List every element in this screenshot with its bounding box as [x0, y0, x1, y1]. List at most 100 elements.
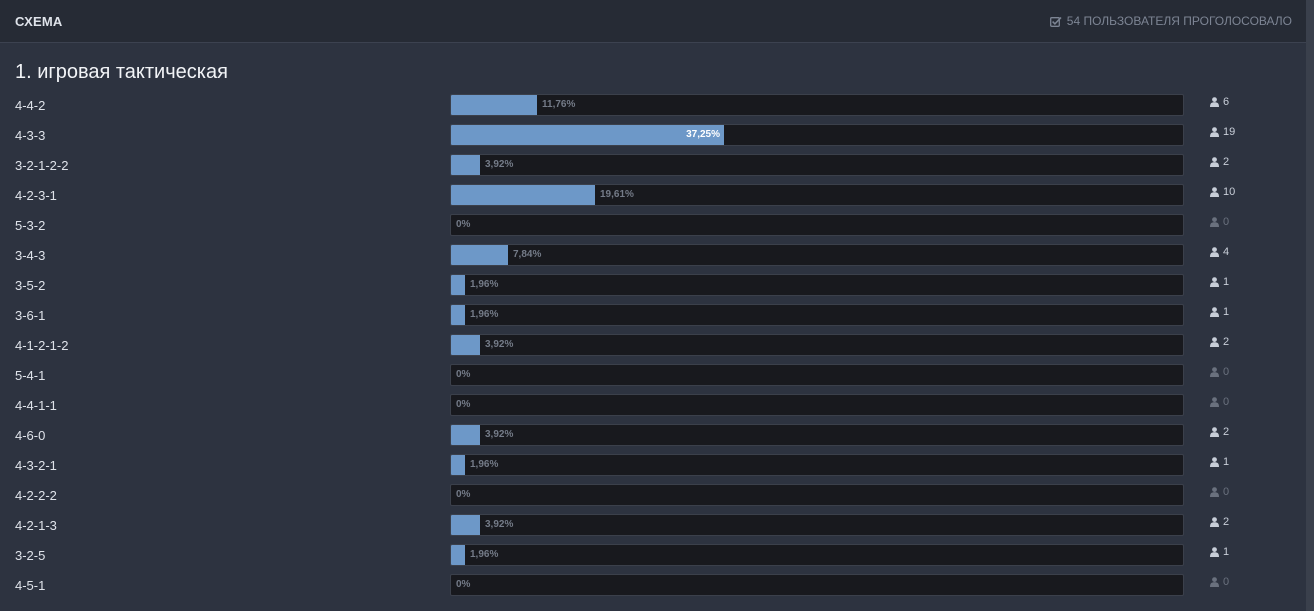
vote-count: 0	[1210, 396, 1229, 408]
result-bar-fill	[451, 155, 480, 175]
poll-option-row: 3-2-5 1,96% 1	[0, 541, 1306, 571]
result-bar: 3,92%	[450, 154, 1184, 176]
result-bar-fill	[451, 425, 480, 445]
percent-label: 19,61%	[600, 189, 634, 200]
percent-label: 0%	[456, 399, 471, 410]
percent-label: 1,96%	[470, 309, 499, 320]
result-bar: 0%	[450, 574, 1184, 596]
user-icon	[1210, 337, 1219, 347]
percent-label: 0%	[456, 489, 471, 500]
vote-count-number: 1	[1223, 456, 1230, 468]
option-label: 4-5-1	[15, 578, 46, 593]
option-label: 3-2-5	[15, 548, 46, 563]
user-icon	[1210, 187, 1219, 197]
poll-option-row: 3-5-2 1,96% 1	[0, 271, 1306, 301]
vote-count-number: 19	[1223, 126, 1236, 138]
vote-count: 0	[1210, 486, 1229, 498]
result-bar-fill	[451, 335, 480, 355]
vote-count-number: 0	[1223, 366, 1230, 378]
vote-count-number: 6	[1223, 96, 1230, 108]
user-icon	[1210, 517, 1219, 527]
result-bar-fill	[451, 245, 508, 265]
vote-count-number: 2	[1223, 426, 1230, 438]
option-label: 4-2-2-2	[15, 488, 57, 503]
voters-count: 54 ПОЛЬЗОВАТЕЛЯ ПРОГОЛОСОВАЛО	[1049, 14, 1292, 28]
percent-label: 3,92%	[485, 519, 514, 530]
poll-option-row: 5-3-2 0% 0	[0, 211, 1306, 241]
user-icon	[1210, 307, 1219, 317]
vote-count: 0	[1210, 576, 1229, 588]
result-bar-fill	[451, 305, 465, 325]
poll-option-row: 3-2-1-2-2 3,92% 2	[0, 151, 1306, 181]
vote-count: 19	[1210, 126, 1235, 138]
vote-count: 1	[1210, 276, 1229, 288]
option-label: 4-1-2-1-2	[15, 338, 69, 353]
user-icon	[1210, 247, 1219, 257]
result-bar: 19,61%	[450, 184, 1184, 206]
vote-count: 2	[1210, 426, 1229, 438]
poll-option-row: 4-4-1-1 0% 0	[0, 391, 1306, 421]
vote-count: 1	[1210, 456, 1229, 468]
option-label: 4-2-3-1	[15, 188, 57, 203]
user-icon	[1210, 457, 1219, 467]
percent-label: 3,92%	[485, 429, 514, 440]
result-bar: 1,96%	[450, 304, 1184, 326]
option-label: 4-3-2-1	[15, 458, 57, 473]
poll-option-row: 4-6-0 3,92% 2	[0, 421, 1306, 451]
vote-count-number: 1	[1223, 546, 1230, 558]
vote-count: 6	[1210, 96, 1229, 108]
result-bar-fill	[451, 95, 537, 115]
percent-label: 37,25%	[686, 129, 720, 140]
percent-label: 7,84%	[513, 249, 542, 260]
vote-count: 2	[1210, 516, 1229, 528]
scrollbar[interactable]	[1306, 0, 1314, 611]
vote-count: 2	[1210, 336, 1229, 348]
user-icon	[1210, 127, 1219, 137]
result-bar: 1,96%	[450, 454, 1184, 476]
vote-count-number: 2	[1223, 336, 1230, 348]
percent-label: 11,76%	[542, 99, 576, 110]
user-icon	[1210, 217, 1219, 227]
user-icon	[1210, 577, 1219, 587]
option-label: 4-4-2	[15, 98, 46, 113]
vote-count-number: 0	[1223, 576, 1230, 588]
poll-option-row: 5-4-1 0% 0	[0, 361, 1306, 391]
user-icon	[1210, 487, 1219, 497]
poll-option-row: 4-5-1 0% 0	[0, 571, 1306, 601]
poll-options: 4-4-2 11,76% 6 4-3-3 37,25% 19 3-2-1-2-2 3,92% 2…	[0, 91, 1306, 601]
vote-count-number: 4	[1223, 246, 1230, 258]
result-bar-fill	[451, 455, 465, 475]
percent-label: 3,92%	[485, 339, 514, 350]
vote-count-number: 1	[1223, 306, 1230, 318]
percent-label: 0%	[456, 369, 471, 380]
result-bar: 0%	[450, 364, 1184, 386]
vote-count: 0	[1210, 366, 1229, 378]
user-icon	[1210, 427, 1219, 437]
voters-count-text: 54 ПОЛЬЗОВАТЕЛЯ ПРОГОЛОСОВАЛО	[1066, 14, 1292, 28]
user-icon	[1210, 97, 1219, 107]
poll-option-row: 3-4-3 7,84% 4	[0, 241, 1306, 271]
option-label: 3-4-3	[15, 248, 46, 263]
user-icon	[1210, 367, 1219, 377]
vote-count-number: 1	[1223, 276, 1230, 288]
result-bar-fill	[451, 275, 465, 295]
poll-option-row: 3-6-1 1,96% 1	[0, 301, 1306, 331]
result-bar-fill	[451, 125, 724, 145]
user-icon	[1210, 157, 1219, 167]
poll-option-row: 4-2-2-2 0% 0	[0, 481, 1306, 511]
vote-count-number: 2	[1223, 516, 1230, 528]
vote-count: 2	[1210, 156, 1229, 168]
result-bar: 37,25%	[450, 124, 1184, 146]
poll-option-row: 4-3-2-1 1,96% 1	[0, 451, 1306, 481]
poll-option-row: 4-2-3-1 19,61% 10	[0, 181, 1306, 211]
percent-label: 0%	[456, 579, 471, 590]
percent-label: 1,96%	[470, 549, 499, 560]
result-bar-fill	[451, 515, 480, 535]
option-label: 5-3-2	[15, 218, 46, 233]
checkbox-checked-icon	[1049, 16, 1062, 27]
poll-title: СХЕМА	[15, 13, 63, 29]
result-bar: 0%	[450, 214, 1184, 236]
option-label: 4-6-0	[15, 428, 46, 443]
vote-count-number: 0	[1223, 216, 1230, 228]
